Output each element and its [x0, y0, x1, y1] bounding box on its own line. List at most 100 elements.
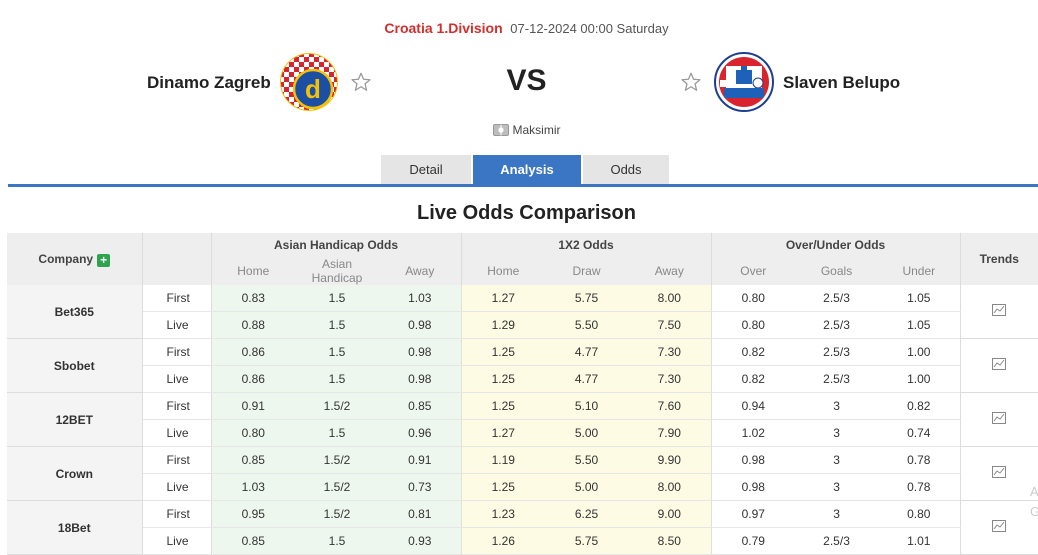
odds-x12-cell[interactable]: 7.60 [628, 392, 712, 420]
odds-ah-cell[interactable]: 1.5/2 [295, 473, 379, 501]
odds-ah-cell[interactable]: 0.93 [379, 527, 462, 555]
odds-x12-cell[interactable]: 8.00 [628, 473, 712, 501]
odds-ou-cell[interactable]: 1.01 [878, 527, 961, 555]
odds-ah-cell[interactable]: 1.03 [211, 473, 295, 501]
trend-cell[interactable] [959, 446, 1038, 501]
odds-ah-cell[interactable]: 1.5 [295, 311, 379, 339]
odds-x12-cell[interactable]: 1.29 [461, 311, 546, 339]
odds-x12-cell[interactable]: 1.25 [461, 473, 546, 501]
odds-ah-cell[interactable]: 0.83 [211, 285, 295, 312]
company-name[interactable]: 12BET [7, 392, 143, 447]
odds-ah-cell[interactable]: 0.98 [379, 311, 462, 339]
odds-x12-cell[interactable]: 5.00 [545, 473, 629, 501]
odds-x12-cell[interactable]: 1.23 [461, 500, 546, 528]
odds-ou-cell[interactable]: 0.80 [711, 285, 796, 312]
odds-ou-cell[interactable]: 2.5/3 [795, 285, 879, 312]
odds-ou-cell[interactable]: 1.00 [878, 338, 961, 366]
trend-cell[interactable] [959, 338, 1038, 393]
odds-ah-cell[interactable]: 1.03 [379, 285, 462, 312]
odds-x12-cell[interactable]: 8.00 [628, 285, 712, 312]
odds-ou-cell[interactable]: 0.80 [711, 311, 796, 339]
tab-odds[interactable]: Odds [583, 155, 669, 185]
odds-x12-cell[interactable]: 6.25 [545, 500, 629, 528]
odds-ah-cell[interactable]: 0.73 [379, 473, 462, 501]
odds-ou-cell[interactable]: 0.82 [711, 338, 796, 366]
odds-ou-cell[interactable]: 0.82 [878, 392, 961, 420]
league-name[interactable]: Croatia 1.Division [384, 20, 503, 36]
odds-ou-cell[interactable]: 0.98 [711, 473, 796, 501]
odds-ou-cell[interactable]: 3 [795, 392, 879, 420]
odds-x12-cell[interactable]: 4.77 [545, 338, 629, 366]
odds-x12-cell[interactable]: 7.50 [628, 311, 712, 339]
odds-x12-cell[interactable]: 9.90 [628, 446, 712, 474]
odds-ou-cell[interactable]: 1.02 [711, 419, 796, 447]
odds-ou-cell[interactable]: 0.79 [711, 527, 796, 555]
odds-x12-cell[interactable]: 5.75 [545, 285, 629, 312]
tab-detail[interactable]: Detail [381, 155, 471, 185]
company-name[interactable]: 18Bet [7, 500, 143, 555]
odds-ou-cell[interactable]: 2.5/3 [795, 338, 879, 366]
away-team-name[interactable]: Slaven Belupo [783, 73, 901, 92]
odds-x12-cell[interactable]: 7.30 [628, 365, 712, 393]
odds-ou-cell[interactable]: 1.05 [878, 285, 961, 312]
plus-icon[interactable]: + [97, 253, 111, 267]
odds-x12-cell[interactable]: 5.75 [545, 527, 629, 555]
odds-ah-cell[interactable]: 1.5/2 [295, 500, 379, 528]
odds-ou-cell[interactable]: 3 [795, 473, 879, 501]
trend-chart-icon[interactable] [992, 520, 1007, 532]
odds-ah-cell[interactable]: 1.5/2 [295, 446, 379, 474]
odds-x12-cell[interactable]: 1.25 [461, 365, 546, 393]
odds-ou-cell[interactable]: 0.98 [711, 446, 796, 474]
odds-ah-cell[interactable]: 0.91 [379, 446, 462, 474]
odds-ou-cell[interactable]: 2.5/3 [795, 311, 879, 339]
odds-x12-cell[interactable]: 5.50 [545, 446, 629, 474]
odds-ou-cell[interactable]: 0.78 [878, 473, 961, 501]
odds-ou-cell[interactable]: 0.82 [711, 365, 796, 393]
odds-ah-cell[interactable]: 1.5 [295, 365, 379, 393]
odds-ah-cell[interactable]: 0.88 [211, 311, 295, 339]
company-name[interactable]: Bet365 [7, 285, 143, 339]
odds-x12-cell[interactable]: 7.30 [628, 338, 712, 366]
tab-analysis[interactable]: Analysis [473, 155, 581, 185]
odds-x12-cell[interactable]: 7.90 [628, 419, 712, 447]
company-name[interactable]: Sbobet [7, 338, 143, 393]
odds-x12-cell[interactable]: 5.00 [545, 419, 629, 447]
odds-x12-cell[interactable]: 1.19 [461, 446, 546, 474]
odds-ou-cell[interactable]: 0.94 [711, 392, 796, 420]
odds-ou-cell[interactable]: 0.78 [878, 446, 961, 474]
odds-ou-cell[interactable]: 0.80 [878, 500, 961, 528]
odds-ah-cell[interactable]: 0.86 [211, 338, 295, 366]
odds-ou-cell[interactable]: 0.74 [878, 419, 961, 447]
odds-x12-cell[interactable]: 1.27 [461, 419, 546, 447]
odds-x12-cell[interactable]: 1.26 [461, 527, 546, 555]
odds-ou-cell[interactable]: 0.97 [711, 500, 796, 528]
trend-chart-icon[interactable] [992, 412, 1007, 424]
company-name[interactable]: Crown [7, 446, 143, 501]
home-team-name[interactable]: Dinamo Zagreb [147, 73, 271, 92]
odds-ah-cell[interactable]: 0.80 [211, 419, 295, 447]
odds-x12-cell[interactable]: 5.10 [545, 392, 629, 420]
odds-x12-cell[interactable]: 9.00 [628, 500, 712, 528]
odds-x12-cell[interactable]: 1.27 [461, 285, 546, 312]
odds-ah-cell[interactable]: 0.98 [379, 338, 462, 366]
odds-ah-cell[interactable]: 0.81 [379, 500, 462, 528]
odds-x12-cell[interactable]: 4.77 [545, 365, 629, 393]
odds-ou-cell[interactable]: 3 [795, 500, 879, 528]
trend-cell[interactable] [959, 500, 1038, 555]
odds-ah-cell[interactable]: 0.85 [211, 446, 295, 474]
odds-ah-cell[interactable]: 1.5/2 [295, 392, 379, 420]
odds-ah-cell[interactable]: 1.5 [295, 338, 379, 366]
odds-ou-cell[interactable]: 3 [795, 446, 879, 474]
trend-chart-icon[interactable] [992, 466, 1007, 478]
odds-ah-cell[interactable]: 1.5 [295, 285, 379, 312]
favorite-home-star-icon[interactable] [350, 71, 372, 93]
odds-ah-cell[interactable]: 0.85 [211, 527, 295, 555]
odds-ah-cell[interactable]: 0.98 [379, 365, 462, 393]
trend-chart-icon[interactable] [992, 358, 1007, 370]
trend-cell[interactable] [959, 392, 1038, 447]
odds-ah-cell[interactable]: 1.5 [295, 527, 379, 555]
odds-ou-cell[interactable]: 2.5/3 [795, 365, 879, 393]
odds-ou-cell[interactable]: 2.5/3 [795, 527, 879, 555]
odds-ou-cell[interactable]: 1.00 [878, 365, 961, 393]
odds-ah-cell[interactable]: 0.96 [379, 419, 462, 447]
